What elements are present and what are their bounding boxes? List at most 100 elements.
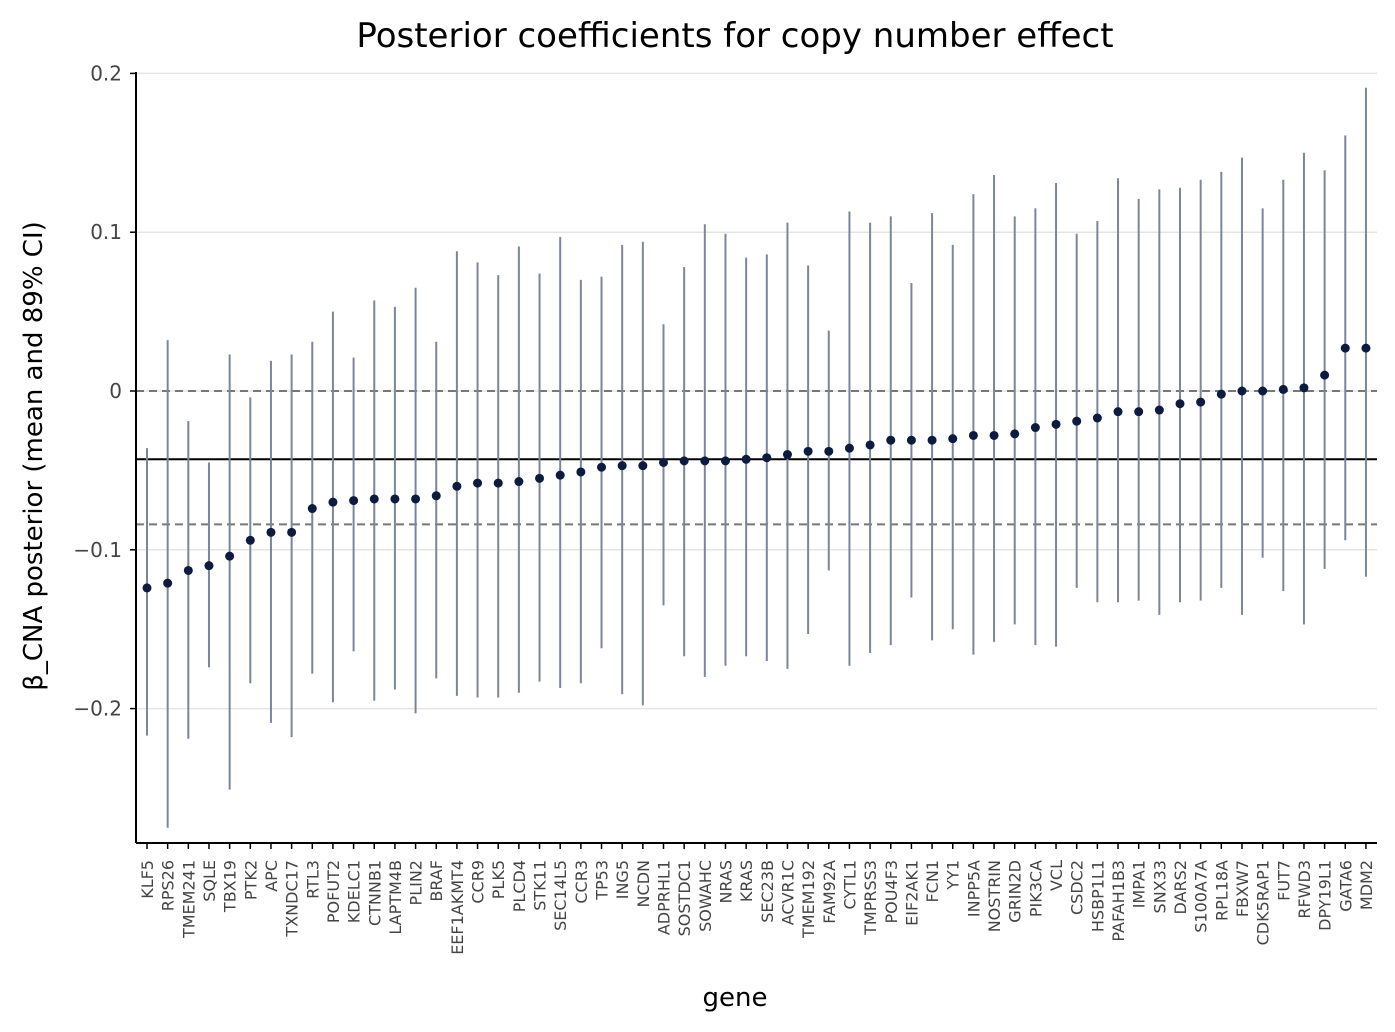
x-tick-label: ING5 [613,860,632,899]
point-CCR9 [473,478,483,488]
point-CSDC2 [1072,416,1082,426]
x-tick-label: PAFAH1B3 [1109,860,1128,942]
x-tick-label: TXNDC17 [283,860,302,938]
x-tick-label: TMEM241 [179,860,198,939]
point-TXNDC17 [287,527,297,537]
point-DPY19L1 [1320,370,1330,380]
y-tick-label: 0.1 [90,220,122,244]
point-PIK3CA [1030,423,1040,433]
x-tick-label: GRIN2D [1006,860,1025,923]
x-tick-label: CCR3 [572,860,591,904]
y-tick-label: 0.2 [90,61,122,85]
point-PTK2 [245,535,255,545]
point-NCDN [638,461,648,471]
credible-intervals [146,87,1367,828]
x-tick-labels: KLF5 RPS26 TMEM241 SQLE TBX19 PTK2 APC TXNDC17 R… [138,843,1376,955]
gridlines [136,72,1377,710]
point-POFUT2 [328,497,338,507]
x-tick-label: POU4F3 [882,860,901,924]
x-tick-label: PLCD4 [510,860,529,912]
x-tick-label: APC [262,860,281,892]
point-FCN1 [927,435,937,445]
x-tick-label: PLIN2 [407,860,426,905]
x-tick-label: KLF5 [138,860,157,899]
point-ACVR1C [782,450,792,460]
x-tick-label: PLK5 [489,860,508,899]
point-FAM92A [824,446,834,456]
point-PLIN2 [411,494,421,504]
point-RTL3 [307,504,317,514]
point-S100A7A [1196,397,1206,407]
x-tick-label: TBX19 [221,860,240,913]
x-tick-label: CTNNB1 [365,860,384,926]
point-IMPA1 [1134,407,1144,417]
point-TMEM192 [803,446,813,456]
point-CTNNB1 [369,494,379,504]
x-tick-label: KDELC1 [345,860,364,923]
reference-lines [136,390,1377,526]
y-tick-label: −0.1 [73,538,122,562]
x-tick-label: EIF2AK1 [902,860,921,926]
x-tick-label: HSBP1L1 [1088,860,1107,932]
x-tick-label: CDK5RAP1 [1254,860,1273,945]
point-TMEM241 [183,565,193,575]
point-SOSTDC1 [679,456,689,466]
axes [135,72,1377,844]
x-tick-label: FBXW7 [1233,860,1252,917]
point-SEC23B [762,453,772,463]
x-tick-label: SNX33 [1150,860,1169,913]
point-ING5 [617,461,627,471]
y-tick-label: −0.2 [73,697,122,721]
x-tick-label: RPL18A [1212,860,1231,921]
x-tick-label: TP53 [593,860,612,901]
x-tick-label: CYTL1 [840,860,859,910]
x-tick-label: TMEM192 [799,860,818,939]
point-KLF5 [142,583,152,593]
point-KDELC1 [349,496,359,506]
point-RPS26 [163,578,173,588]
point-EEF1AKMT4 [452,481,462,491]
x-tick-label: FUT7 [1274,860,1293,901]
chart-title: Posterior coefficients for copy number e… [356,16,1113,56]
x-tick-label: RFWD3 [1295,860,1314,919]
point-EIF2AK1 [906,435,916,445]
point-LAPTM4B [390,494,400,504]
x-tick-label: SOSTDC1 [675,860,694,936]
point-FBXW7 [1237,386,1247,396]
point-KRAS [741,454,751,464]
x-tick-label: SEC14L5 [551,860,570,931]
x-tick-label: CSDC2 [1068,860,1087,915]
point-VCL [1051,419,1061,429]
posterior-means [142,343,1371,593]
point-NOSTRIN [989,430,999,440]
x-tick-label: RPS26 [159,860,178,911]
x-tick-label: TMPRSS3 [861,860,880,936]
x-tick-label: IMPA1 [1130,860,1149,908]
x-tick-label: YY1 [944,860,963,891]
point-YY1 [948,434,958,444]
x-tick-label: GATA6 [1336,860,1355,912]
point-SOWAHC [700,456,710,466]
point-APC [266,527,276,537]
point-GRIN2D [1010,429,1020,439]
point-RPL18A [1216,389,1226,399]
x-tick-label: ACVR1C [778,860,797,925]
x-tick-label: S100A7A [1192,860,1211,933]
point-SQLE [204,561,214,571]
point-PLK5 [493,478,503,488]
x-tick-label: NCDN [634,860,653,907]
x-tick-label: NOSTRIN [985,860,1004,932]
point-CDK5RAP1 [1258,386,1268,396]
point-TP53 [597,462,607,472]
x-tick-label: DPY19L1 [1316,860,1335,931]
x-tick-label: STK11 [531,860,550,911]
x-tick-label: ADPRHL1 [655,860,674,935]
x-tick-label: BRAF [427,860,446,902]
y-tick-labels: 0.2 0.1 0 −0.1 −0.2 [73,61,136,721]
x-tick-label: CCR9 [469,860,488,904]
x-tick-label: FAM92A [820,860,839,924]
x-axis-label: gene [703,983,768,1013]
point-DARS2 [1175,399,1185,409]
point-BRAF [431,491,441,501]
